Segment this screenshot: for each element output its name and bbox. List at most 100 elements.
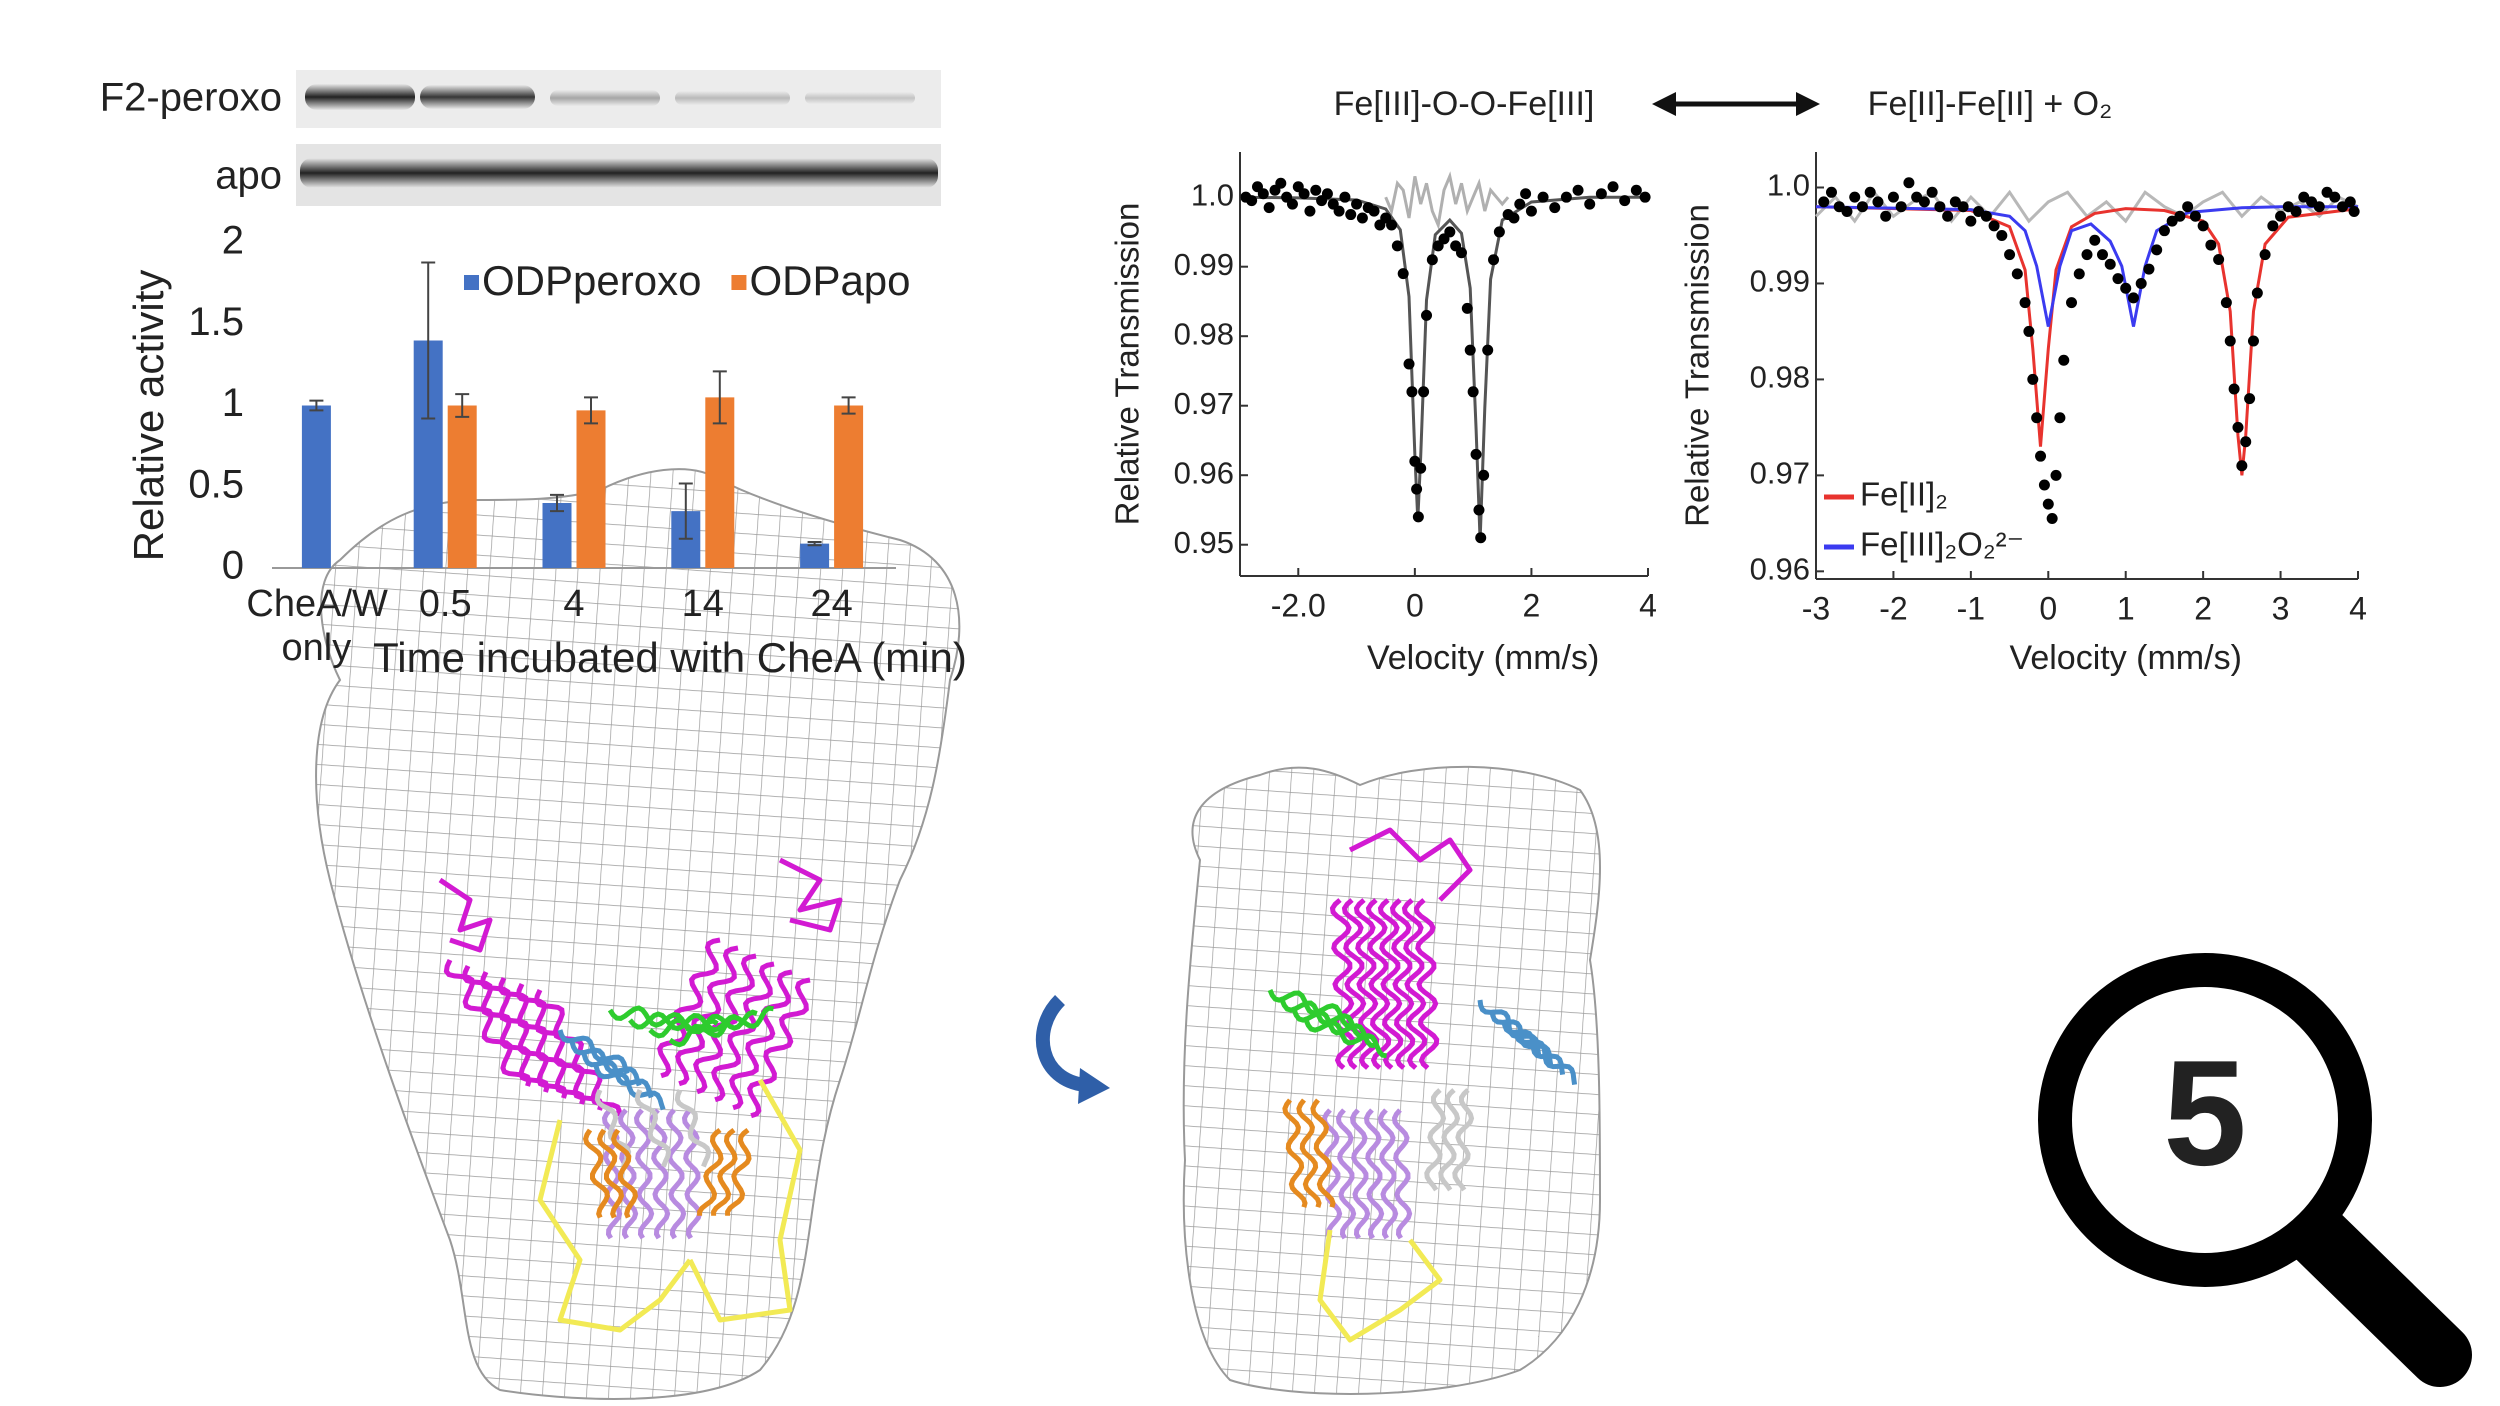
y-tick-label: 0.99	[1750, 264, 1810, 299]
data-point	[2023, 325, 2035, 337]
data-point	[1630, 184, 1642, 196]
y-axis-label: Relative Transmission	[1109, 203, 1146, 526]
data-point	[2267, 220, 2279, 232]
data-point	[2120, 282, 2132, 294]
x-tick-label: -2.0	[1271, 587, 1326, 623]
error-bar	[841, 396, 856, 415]
ribbon	[675, 945, 739, 1087]
ribbon	[1489, 1009, 1554, 1065]
ribbon	[778, 857, 843, 933]
x-tick-label: 4	[563, 583, 585, 625]
legend-label: ODPapo	[749, 257, 910, 304]
ribbon	[443, 958, 532, 1087]
data-point	[1397, 268, 1409, 280]
data-point	[1286, 198, 1298, 210]
data-point	[2240, 436, 2252, 448]
data-point	[1980, 210, 1992, 222]
data-point	[1537, 191, 1549, 203]
data-point	[2197, 220, 2209, 232]
ribbon	[1296, 1098, 1322, 1208]
x-tick-label: -3	[1802, 590, 1830, 626]
data-point	[1934, 201, 1946, 213]
double-arrow	[1652, 92, 1820, 116]
y-tick-label: 0.98	[1750, 360, 1810, 395]
reaction-right: Fe[II]-Fe[II] + O₂	[1868, 85, 2113, 123]
ribbon	[1389, 898, 1416, 1070]
legend-label: Fe[II]₂	[1860, 476, 1948, 513]
data-point	[1926, 186, 1938, 198]
ribbon	[461, 964, 550, 1093]
data-point	[1411, 483, 1423, 495]
data-point	[2019, 297, 2031, 309]
ribbon	[1438, 1088, 1461, 1192]
error-bar	[455, 393, 470, 418]
legend-label: Fe[III]₂O₂²⁻	[1860, 526, 2024, 563]
data-point	[1918, 196, 1930, 208]
data-point	[1310, 184, 1322, 196]
ribbon	[1513, 1029, 1578, 1085]
bar	[800, 543, 830, 568]
data-point	[2158, 225, 2170, 237]
data-point	[2058, 354, 2070, 366]
ribbon	[1413, 898, 1440, 1070]
data-point	[1957, 201, 1969, 213]
data-point	[1872, 196, 1884, 208]
ribbon	[711, 1128, 738, 1216]
x-tick-label: 24	[810, 583, 853, 625]
ribbon	[1303, 1019, 1387, 1059]
ribbon	[617, 1108, 639, 1240]
y-tick-label: 0.97	[1174, 386, 1234, 421]
data-point	[2031, 412, 2043, 424]
x-axis-label: Velocity (mm/s)	[2010, 639, 2242, 677]
data-point	[2236, 460, 2248, 472]
data-point	[2348, 205, 2360, 217]
x-tick-label: -2	[1879, 590, 1907, 626]
reaction-left: Fe[III]-O-O-Fe[III]	[1334, 85, 1595, 123]
data-point	[2228, 383, 2240, 395]
ribbon	[1282, 1098, 1308, 1208]
ribbon	[1391, 1108, 1413, 1240]
data-point	[2050, 469, 2062, 481]
ribbon	[1363, 1108, 1385, 1240]
data-point	[2290, 205, 2302, 217]
y-tick-label: 0.98	[1174, 316, 1234, 351]
error-bar	[584, 396, 598, 425]
data-point	[1464, 344, 1476, 356]
fit-line	[1384, 171, 1510, 231]
y-tick-label: 1.0	[1191, 177, 1234, 212]
data-point	[2182, 201, 2194, 213]
badge-number: 5	[2163, 1029, 2246, 1197]
data-point	[1560, 191, 1572, 203]
y-tick-label: 1.5	[188, 300, 244, 344]
data-point	[1333, 205, 1345, 217]
x-tick-label: 0.5	[418, 583, 472, 625]
y-tick-label: 0.95	[1174, 525, 1234, 560]
data-point	[2089, 234, 2101, 246]
ribbon	[1329, 898, 1356, 1070]
data-point	[1257, 188, 1269, 200]
ribbon	[610, 1128, 638, 1219]
data-point	[1818, 196, 1830, 208]
data-point	[2329, 191, 2341, 203]
ribbon	[1291, 1009, 1375, 1049]
ribbon	[729, 969, 793, 1111]
data-point	[1965, 215, 1977, 227]
data-point	[2189, 210, 2201, 222]
bar	[301, 405, 331, 568]
legend-swatch	[464, 275, 479, 290]
x-tick-label: CheA/W only	[246, 583, 388, 669]
data-point	[2127, 292, 2139, 304]
data-point	[2205, 239, 2217, 251]
ribbon	[1310, 1098, 1336, 1208]
data-point	[1520, 188, 1532, 200]
data-point	[1841, 205, 1853, 217]
data-point	[1403, 358, 1415, 370]
data-point	[1455, 247, 1467, 259]
ribbon	[1267, 989, 1351, 1029]
error-bar	[550, 493, 564, 513]
y-axis-label: Relative Transmission	[1679, 204, 1716, 527]
data-point	[2066, 297, 2078, 309]
data-point	[1825, 186, 1837, 198]
ribbon	[1335, 1108, 1357, 1240]
